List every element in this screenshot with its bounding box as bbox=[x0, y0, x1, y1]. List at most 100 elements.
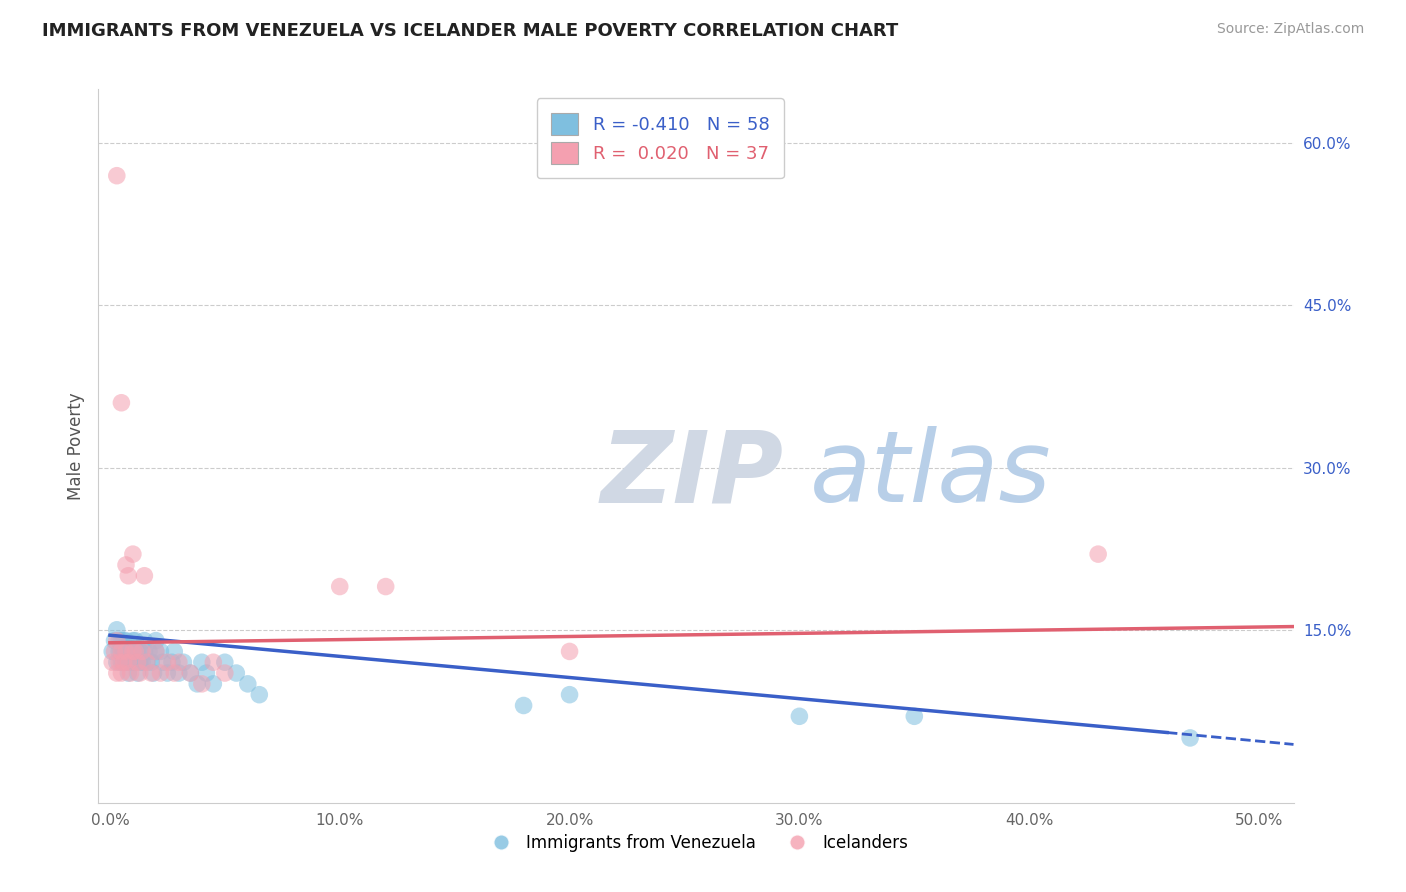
Point bbox=[214, 655, 236, 669]
Point bbox=[172, 655, 194, 669]
Point bbox=[122, 644, 145, 658]
Legend: Immigrants from Venezuela, Icelanders: Immigrants from Venezuela, Icelanders bbox=[477, 828, 915, 859]
Point bbox=[191, 655, 214, 669]
Point bbox=[110, 666, 132, 681]
Point bbox=[105, 655, 128, 669]
Point bbox=[122, 633, 145, 648]
Point bbox=[115, 644, 138, 658]
Point bbox=[152, 655, 174, 669]
Text: Source: ZipAtlas.com: Source: ZipAtlas.com bbox=[1216, 22, 1364, 37]
Point bbox=[110, 644, 132, 658]
Point bbox=[167, 655, 190, 669]
Point bbox=[110, 655, 132, 669]
Point bbox=[108, 644, 131, 658]
Point bbox=[163, 644, 186, 658]
Point bbox=[101, 644, 124, 658]
Point bbox=[167, 666, 190, 681]
Point bbox=[195, 666, 218, 681]
Point bbox=[558, 688, 581, 702]
Point bbox=[145, 644, 167, 658]
Point bbox=[135, 655, 157, 669]
Text: IMMIGRANTS FROM VENEZUELA VS ICELANDER MALE POVERTY CORRELATION CHART: IMMIGRANTS FROM VENEZUELA VS ICELANDER M… bbox=[42, 22, 898, 40]
Point bbox=[127, 655, 149, 669]
Point bbox=[202, 655, 225, 669]
Point bbox=[115, 644, 138, 658]
Point bbox=[1178, 731, 1201, 745]
Point bbox=[122, 547, 145, 561]
Point bbox=[141, 666, 163, 681]
Point bbox=[117, 644, 139, 658]
Point bbox=[108, 655, 131, 669]
Point bbox=[105, 169, 128, 183]
Point bbox=[110, 633, 132, 648]
Point bbox=[1087, 547, 1109, 561]
Point bbox=[127, 644, 149, 658]
Point bbox=[115, 558, 138, 572]
Point bbox=[115, 633, 138, 648]
Point bbox=[558, 644, 581, 658]
Point bbox=[117, 655, 139, 669]
Point bbox=[117, 655, 139, 669]
Point bbox=[103, 633, 125, 648]
Point bbox=[329, 580, 352, 594]
Point bbox=[134, 568, 156, 582]
Point bbox=[128, 655, 150, 669]
Point bbox=[135, 655, 157, 669]
Point bbox=[124, 644, 146, 658]
Point bbox=[120, 655, 142, 669]
Point bbox=[374, 580, 396, 594]
Point bbox=[124, 655, 146, 669]
Point bbox=[225, 666, 247, 681]
Point bbox=[214, 666, 236, 681]
Point bbox=[131, 644, 153, 658]
Text: atlas: atlas bbox=[810, 426, 1052, 523]
Point bbox=[156, 655, 179, 669]
Point bbox=[236, 677, 259, 691]
Point bbox=[105, 623, 128, 637]
Point bbox=[179, 666, 201, 681]
Point bbox=[117, 568, 139, 582]
Point bbox=[112, 633, 135, 648]
Point bbox=[117, 666, 139, 681]
Point bbox=[134, 633, 156, 648]
Point bbox=[128, 666, 150, 681]
Point bbox=[110, 644, 132, 658]
Point bbox=[103, 644, 125, 658]
Text: ZIP: ZIP bbox=[600, 426, 783, 523]
Point bbox=[186, 677, 208, 691]
Point bbox=[149, 644, 172, 658]
Point bbox=[128, 644, 150, 658]
Point bbox=[120, 666, 142, 681]
Point bbox=[108, 633, 131, 648]
Point bbox=[112, 655, 135, 669]
Point bbox=[131, 655, 153, 669]
Point bbox=[115, 655, 138, 669]
Point bbox=[163, 666, 186, 681]
Point bbox=[122, 644, 145, 658]
Point bbox=[145, 633, 167, 648]
Point bbox=[134, 644, 156, 658]
Point bbox=[789, 709, 811, 723]
Point bbox=[145, 644, 167, 658]
Point bbox=[247, 688, 270, 702]
Point bbox=[191, 677, 214, 691]
Point bbox=[141, 655, 163, 669]
Point bbox=[903, 709, 925, 723]
Point bbox=[120, 644, 142, 658]
Point bbox=[149, 666, 172, 681]
Point bbox=[127, 666, 149, 681]
Point bbox=[512, 698, 534, 713]
Point bbox=[112, 644, 135, 658]
Point bbox=[124, 633, 146, 648]
Point bbox=[101, 655, 124, 669]
Point bbox=[202, 677, 225, 691]
Point bbox=[110, 396, 132, 410]
Y-axis label: Male Poverty: Male Poverty bbox=[66, 392, 84, 500]
Point bbox=[112, 655, 135, 669]
Point bbox=[105, 666, 128, 681]
Point bbox=[179, 666, 201, 681]
Point bbox=[105, 633, 128, 648]
Point bbox=[142, 666, 165, 681]
Point bbox=[156, 666, 179, 681]
Point bbox=[160, 655, 183, 669]
